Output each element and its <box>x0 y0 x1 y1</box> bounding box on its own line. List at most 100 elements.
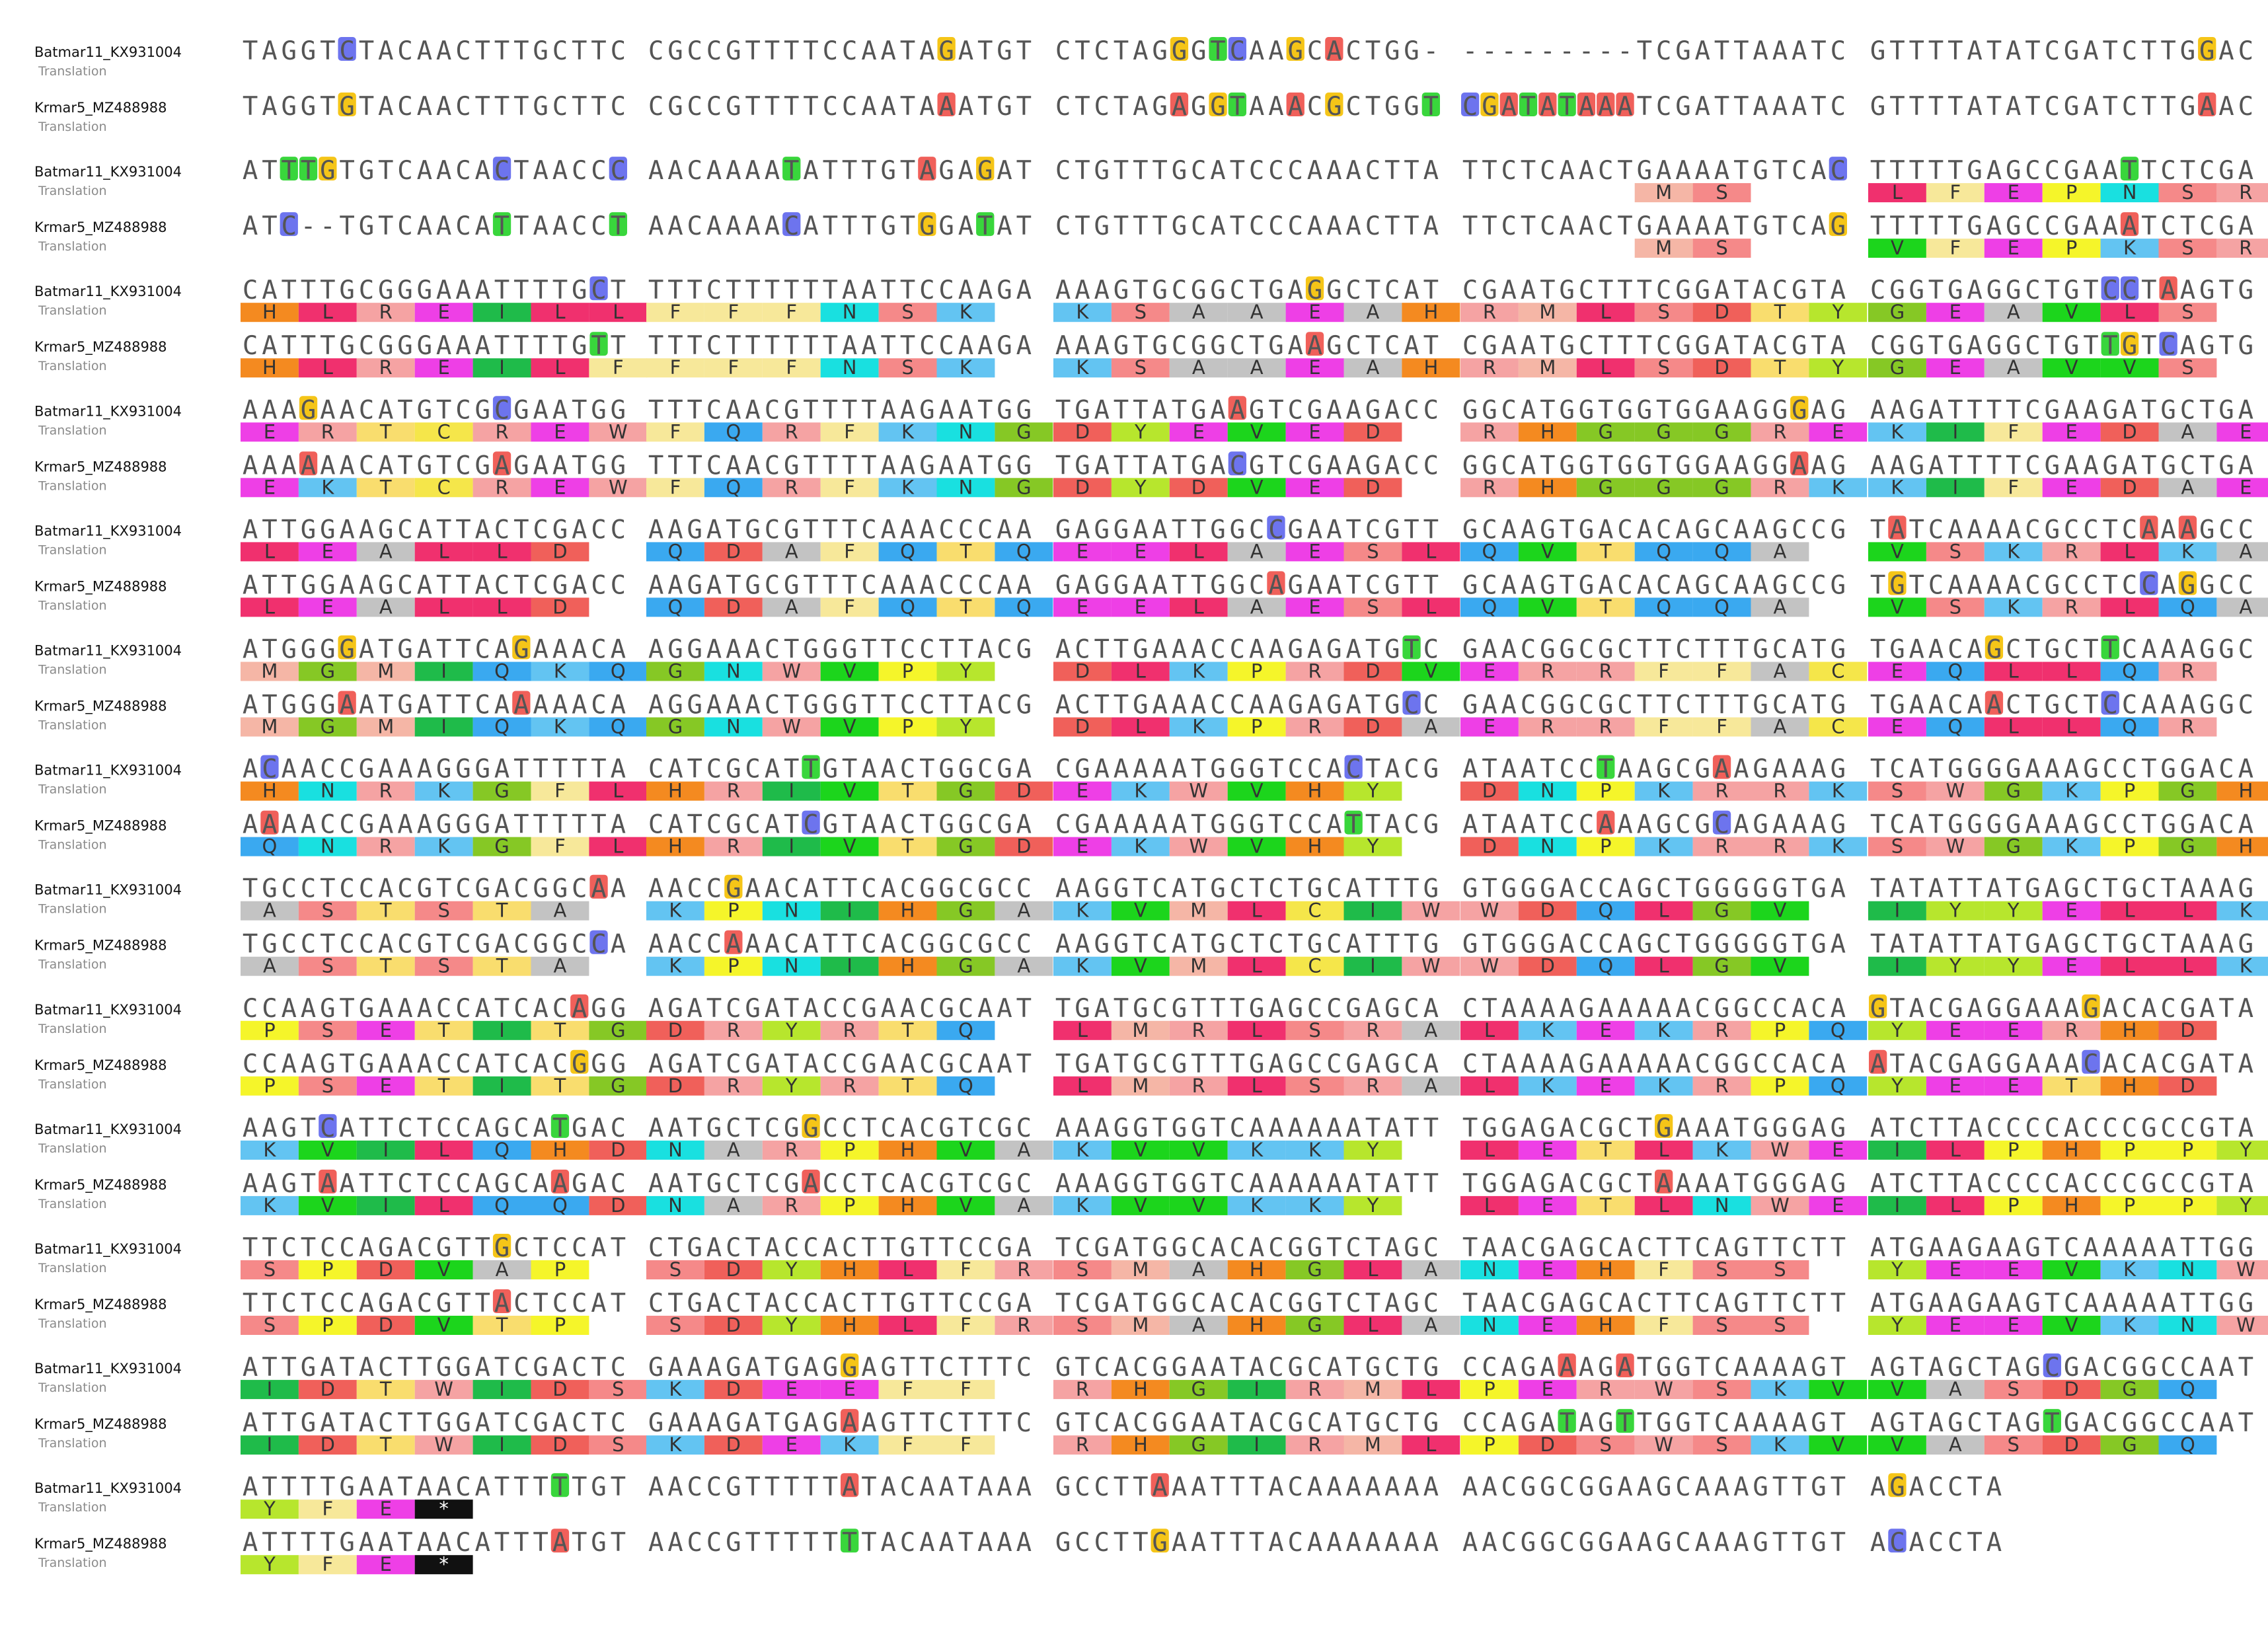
nucleotide: T <box>1133 156 1148 186</box>
nucleotide: T <box>2160 36 2175 66</box>
nucleotide: G <box>455 1408 471 1438</box>
nucleotide: A <box>1811 1169 1826 1199</box>
amino-acid: R <box>1715 835 1728 858</box>
amino-acid: E <box>1949 1314 1961 1336</box>
nucleotide: A <box>861 755 876 784</box>
amino-acid: K <box>1657 1019 1671 1041</box>
nucleotide: T <box>1811 36 1826 66</box>
nucleotide: C <box>494 156 510 186</box>
nucleotide: C <box>1404 994 1419 1024</box>
nucleotide: T <box>1210 36 1225 66</box>
amino-acid: A <box>785 540 798 562</box>
nucleotide: G <box>1016 395 1032 425</box>
nucleotide: A <box>2083 92 2098 122</box>
nucleotide: A <box>881 36 896 66</box>
nucleotide: T <box>1792 1472 1807 1502</box>
nucleotide: C <box>1268 1233 1283 1263</box>
nucleotide: T <box>1268 451 1283 480</box>
amino-acid-cell <box>1227 662 1286 681</box>
nucleotide: T <box>784 92 799 122</box>
nucleotide: C <box>397 1114 412 1143</box>
amino-acid: M <box>1539 356 1556 379</box>
nucleotide: C <box>1909 1169 1924 1199</box>
nucleotide: A <box>2199 874 2214 904</box>
nucleotide: C <box>1462 1408 1478 1438</box>
variant-highlight <box>299 157 318 181</box>
nucleotide: C <box>455 395 471 425</box>
amino-acid: Y <box>1367 835 1379 858</box>
nucleotide: G <box>1579 395 1594 425</box>
amino-acid-cell <box>1169 422 1228 442</box>
nucleotide: A <box>533 156 548 186</box>
nucleotide: G <box>2218 156 2234 186</box>
nucleotide: C <box>2064 515 2079 545</box>
nucleotide: G <box>475 874 490 904</box>
nucleotide: A <box>243 691 258 720</box>
nucleotide: G <box>1094 515 1110 545</box>
nucleotide: A <box>1733 1408 1749 1438</box>
nucleotide: A <box>1210 211 1225 241</box>
amino-acid: P <box>554 1258 566 1281</box>
nucleotide: G <box>1210 810 1225 840</box>
nucleotide: G <box>1831 570 1846 600</box>
nucleotide: A <box>1714 451 1729 480</box>
amino-acid: L <box>1659 1194 1669 1217</box>
nucleotide: A <box>1075 515 1090 545</box>
nucleotide: G <box>1326 92 1342 122</box>
nucleotide: C <box>572 211 587 241</box>
nucleotide: G <box>687 691 702 720</box>
nucleotide: A <box>1811 211 1826 241</box>
nucleotide: G <box>1462 691 1478 720</box>
nucleotide: T <box>2141 36 2156 66</box>
nucleotide: A <box>1055 635 1071 665</box>
nucleotide: A <box>1792 1353 1807 1382</box>
amino-acid-cell <box>1227 597 1286 617</box>
nucleotide: G <box>997 1233 1012 1263</box>
nucleotide: C <box>765 691 780 720</box>
nucleotide: G <box>2045 691 2060 720</box>
nucleotide: A <box>1637 1472 1652 1502</box>
nucleotide: A <box>1016 515 1032 545</box>
translation-label: Translation <box>38 120 107 134</box>
nucleotide: T <box>494 36 510 66</box>
nucleotide: G <box>2103 395 2118 425</box>
nucleotide: G <box>591 1528 606 1558</box>
nucleotide: T <box>726 570 741 600</box>
amino-acid-cell <box>414 662 473 681</box>
nucleotide: T <box>1733 331 1749 361</box>
amino-acid: K <box>263 1194 276 1217</box>
nucleotide: A <box>1501 755 1517 784</box>
amino-acid: Y <box>2007 955 2020 977</box>
nucleotide: T <box>823 1528 838 1558</box>
amino-acid-cell <box>1751 597 1809 617</box>
sequence-name: Batmar11_KX931004 <box>34 1121 182 1138</box>
amino-acid: T <box>496 899 508 922</box>
amino-acid-cell <box>241 303 299 322</box>
amino-acid: * <box>439 1553 449 1575</box>
amino-acid: S <box>1716 237 1727 259</box>
nucleotide: G <box>1268 276 1283 305</box>
nucleotide: T <box>1947 395 1963 425</box>
nucleotide: T <box>687 451 702 480</box>
nucleotide: A <box>533 1169 548 1199</box>
nucleotide: C <box>1967 1353 1982 1382</box>
nucleotide: A <box>533 1049 548 1079</box>
amino-acid: R <box>379 356 393 379</box>
nucleotide: G <box>1675 395 1690 425</box>
nucleotide: T <box>1540 276 1555 305</box>
nucleotide: C <box>1423 635 1439 665</box>
amino-acid-cell <box>1926 303 1984 322</box>
nucleotide: A <box>359 1408 374 1438</box>
nucleotide: G <box>823 1353 838 1382</box>
amino-acid: Q <box>900 595 915 618</box>
nucleotide: G <box>842 635 857 665</box>
nucleotide: A <box>397 994 412 1024</box>
nucleotide: A <box>1210 395 1225 425</box>
nucleotide: T <box>1811 1289 1826 1318</box>
amino-acid: L <box>1077 1075 1088 1097</box>
nucleotide: A <box>397 1233 412 1263</box>
amino-acid-cell <box>820 478 879 498</box>
amino-acid: K <box>1541 1075 1554 1097</box>
nucleotide: C <box>1617 1169 1632 1199</box>
